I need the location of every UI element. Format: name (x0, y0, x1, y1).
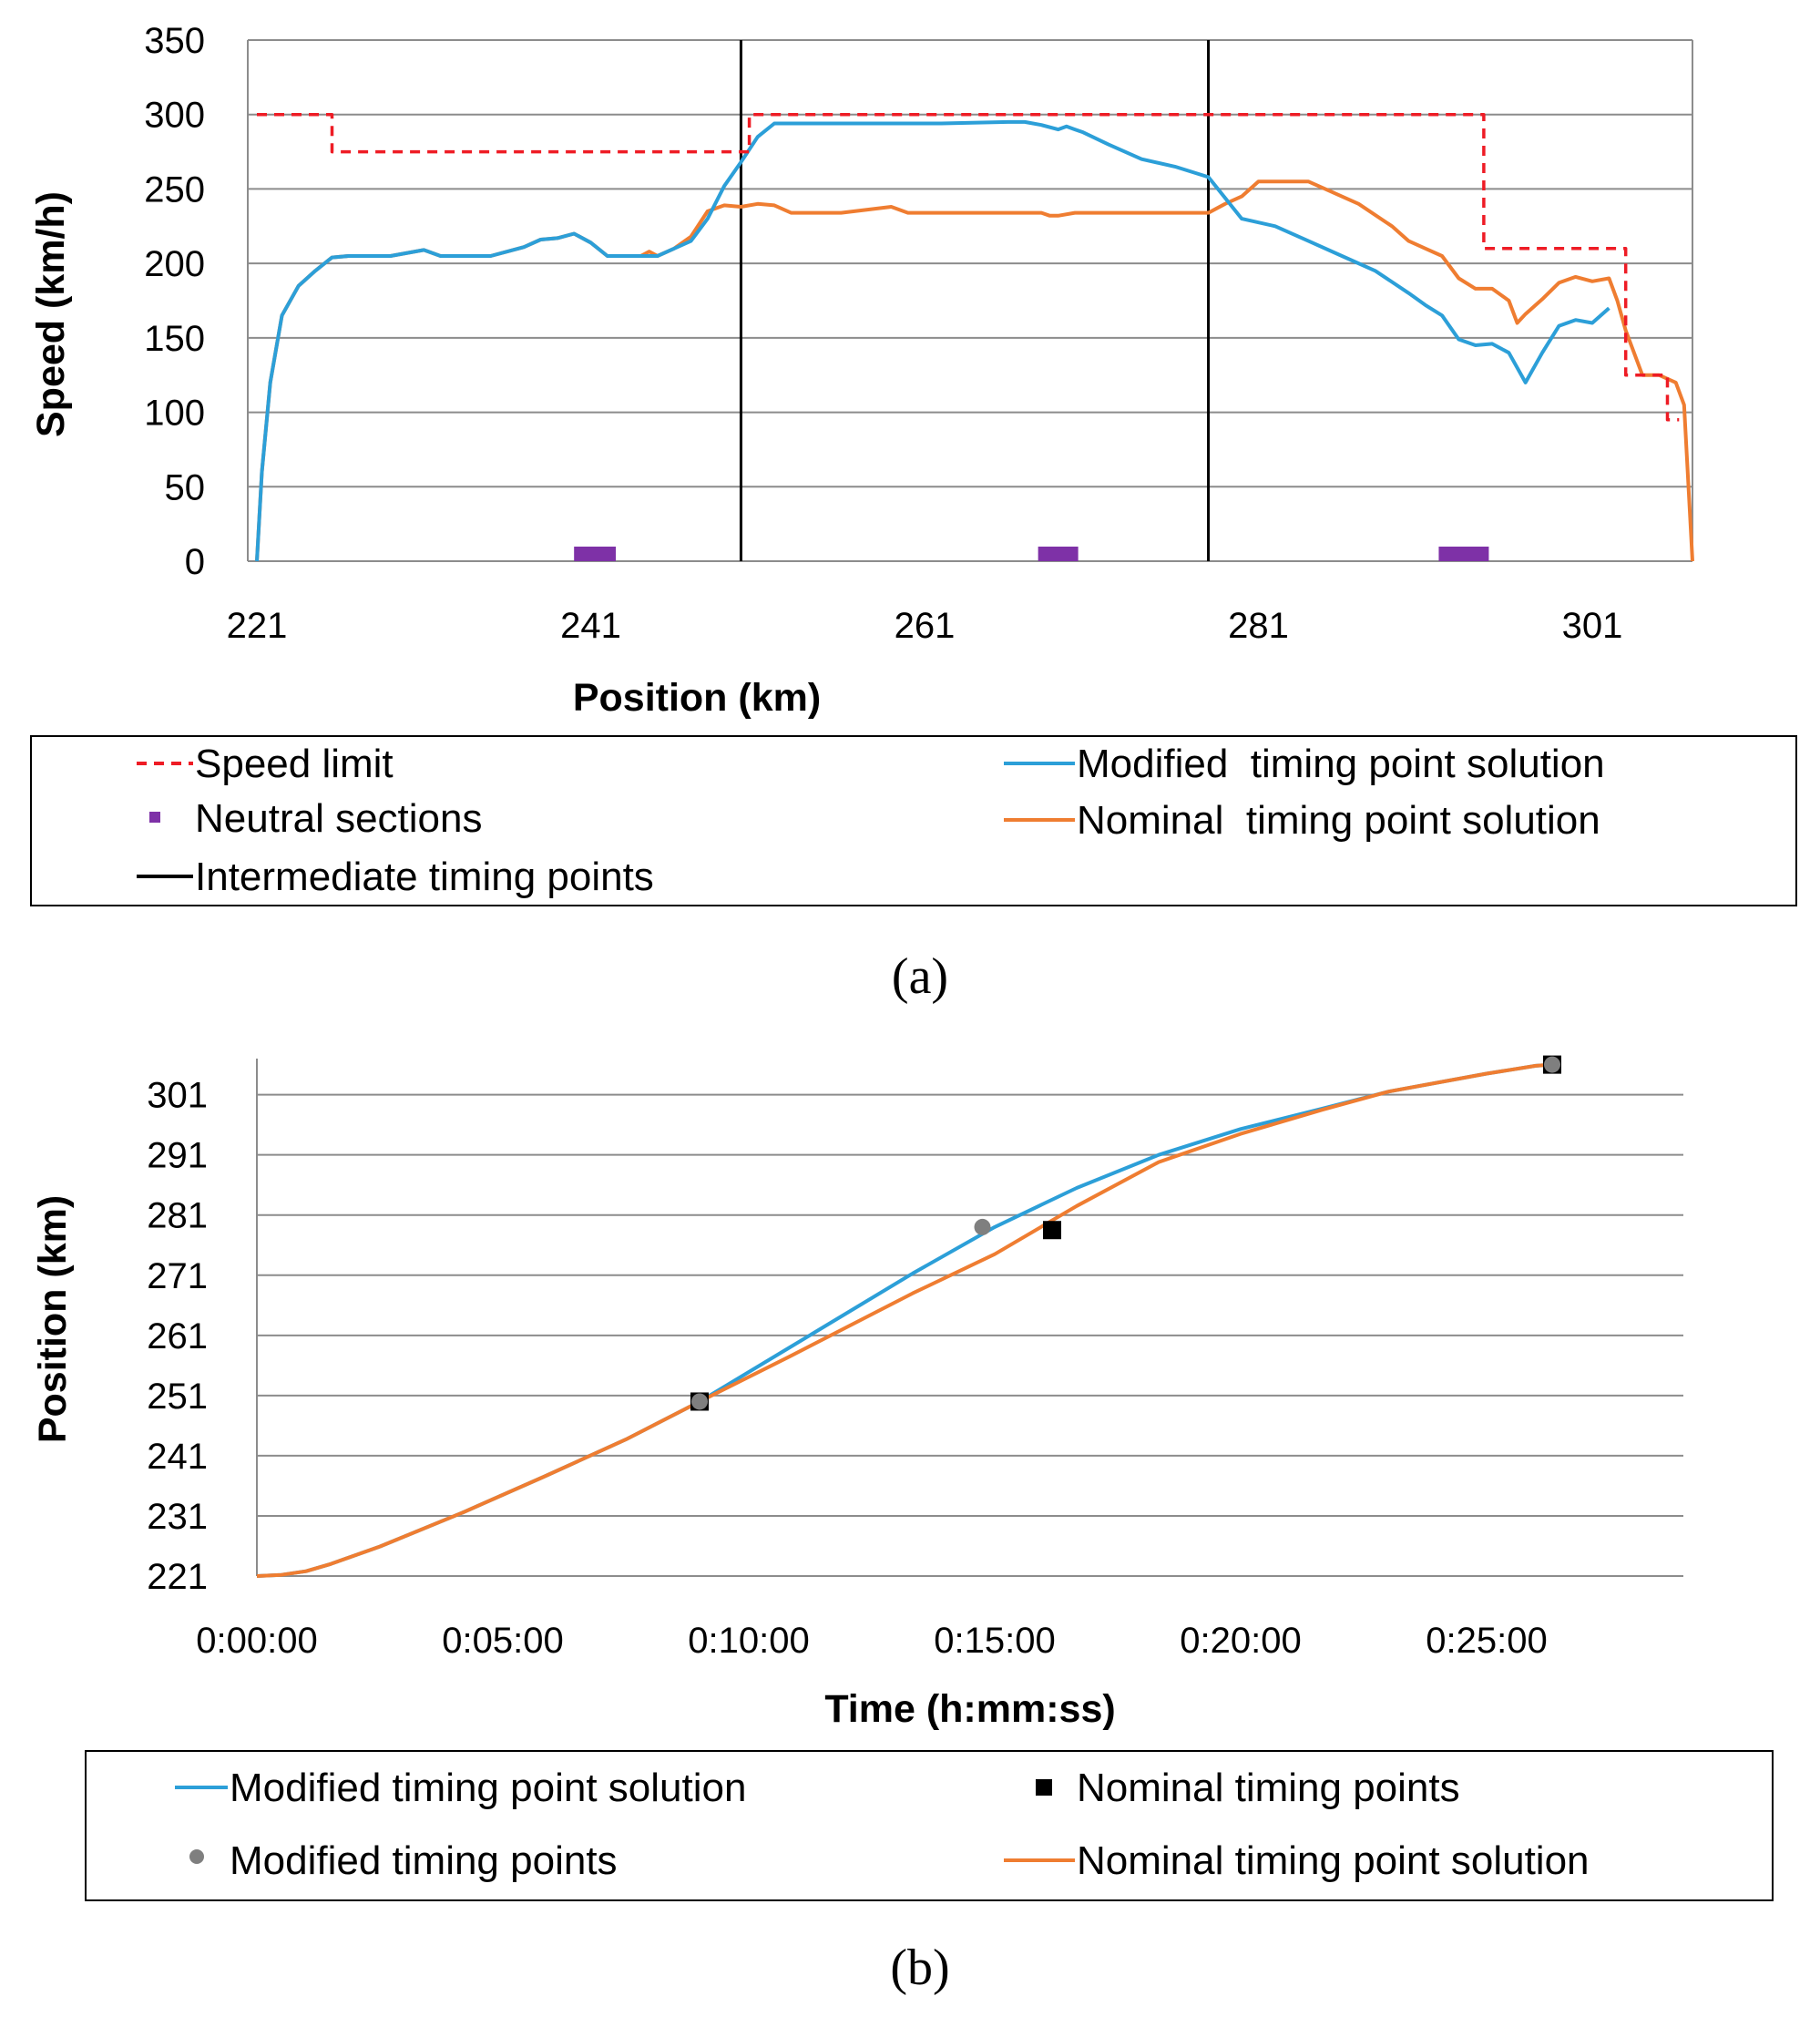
legend-b-nominal-solution-label: Nominal timing point solution (1077, 1838, 1590, 1883)
legend-neutral-sections-swatch (149, 812, 160, 823)
legend-b-modified-points-swatch (189, 1849, 204, 1864)
chart-a-y-tick-label: 0 (185, 542, 205, 582)
chart-b-x-tick-label: 0:05:00 (442, 1621, 563, 1661)
series-a-speed-limit (257, 112, 1680, 422)
modified-timing-point-marker (691, 1393, 708, 1410)
modified-timing-point-marker (974, 1218, 991, 1235)
chart-b-legend-box (85, 1750, 1774, 1901)
chart-a-y-tick-label: 200 (144, 244, 205, 284)
chart-a: 0 50 100 150 200 250 300 350 221 241 261 281 301 Po… (29, 21, 1797, 1005)
chart-a-gridlines (248, 39, 1692, 562)
chart-b: 221 231 241 251 261 271 281 291 301 0:00:00 0:05:… (31, 1055, 1774, 1996)
chart-b-y-tick-label: 261 (147, 1316, 208, 1356)
chart-b-y-tick-label: 281 (147, 1196, 208, 1236)
chart-a-y-tick-label: 350 (144, 21, 205, 61)
chart-a-x-axis-title: Position (km) (573, 676, 821, 720)
legend-b-modified-solution-label: Modified timing point solution (230, 1766, 746, 1810)
nominal-timing-point-marker (1043, 1221, 1061, 1240)
chart-a-y-tick-labels: 0 50 100 150 200 250 300 350 (144, 21, 205, 582)
chart-a-y-tick-label: 100 (144, 394, 205, 434)
series-a-modified-timing-point-solution (255, 119, 1610, 562)
chart-a-y-tick-label: 150 (144, 319, 205, 359)
chart-b-timing-point-markers (690, 1055, 1561, 1411)
chart-b-x-tick-label: 0:00:00 (196, 1621, 317, 1661)
modified-timing-point-marker (1544, 1056, 1560, 1073)
chart-a-x-tick-label: 261 (895, 606, 956, 646)
chart-a-x-tick-label: 221 (227, 606, 288, 646)
chart-b-x-tick-labels: 0:00:00 0:05:00 0:10:00 0:15:00 0:20:00 0:25:… (196, 1621, 1547, 1661)
neutral-section-bar (1038, 547, 1079, 561)
legend-b-modified-points-label: Modified timing points (230, 1838, 618, 1883)
series-b-modified-timing-point-solution (256, 1062, 1553, 1578)
neutral-section-bar (1438, 547, 1489, 561)
legend-b-nominal-points-swatch (1036, 1779, 1052, 1796)
chart-b-y-tick-label: 251 (147, 1377, 208, 1417)
chart-b-y-axis-title: Position (km) (31, 1195, 75, 1443)
legend-modified-solution-label: Modified timing point solution (1077, 742, 1605, 786)
chart-b-gridlines (257, 1093, 1683, 1577)
chart-a-x-tick-label: 301 (1562, 606, 1623, 646)
series-a-nominal-timing-point-solution (255, 179, 1694, 562)
chart-b-y-tick-label: 271 (147, 1256, 208, 1296)
chart-a-x-tick-label: 241 (560, 606, 621, 646)
neutral-section-bar (574, 547, 616, 561)
chart-b-series (256, 1062, 1553, 1578)
chart-a-y-tick-label: 50 (165, 467, 206, 507)
chart-a-neutral-sections (574, 547, 1489, 561)
chart-a-x-tick-label: 281 (1228, 606, 1289, 646)
series-b-nominal-timing-point-solution (256, 1062, 1553, 1578)
chart-a-y-axis-title: Speed (km/h) (29, 191, 73, 437)
chart-b-x-tick-label: 0:20:00 (1180, 1621, 1301, 1661)
chart-b-y-tick-labels: 221 231 241 251 261 271 281 291 301 (147, 1076, 208, 1597)
panel-b-label: (b) (890, 1940, 949, 1996)
chart-a-y-tick-label: 300 (144, 96, 205, 136)
chart-b-x-axis-title: Time (h:mm:ss) (824, 1687, 1115, 1731)
chart-b-y-tick-label: 231 (147, 1497, 208, 1537)
chart-b-y-tick-label: 301 (147, 1076, 208, 1116)
legend-speed-limit-label: Speed limit (195, 742, 394, 786)
chart-a-legend: Speed limit Neutral sections Intermediat… (30, 735, 1797, 906)
chart-b-y-tick-label: 241 (147, 1437, 208, 1477)
chart-b-x-tick-label: 0:15:00 (934, 1621, 1055, 1661)
legend-neutral-sections-label: Neutral sections (195, 796, 482, 841)
chart-a-x-tick-labels: 221 241 261 281 301 (227, 606, 1623, 646)
chart-b-x-tick-label: 0:25:00 (1426, 1621, 1547, 1661)
chart-a-intermediate-timing-points (739, 40, 1211, 561)
chart-a-y-tick-label: 250 (144, 169, 205, 210)
legend-b-nominal-points-label: Nominal timing points (1077, 1766, 1460, 1810)
legend-intermediate-timing-points-label: Intermediate timing points (195, 855, 654, 899)
chart-b-x-tick-label: 0:10:00 (688, 1621, 809, 1661)
panel-a-label: (a) (892, 948, 948, 1005)
chart-b-legend: Modified timing point solution Modified … (85, 1750, 1774, 1901)
legend-nominal-solution-label: Nominal timing point solution (1077, 798, 1600, 843)
chart-a-legend-box (30, 735, 1797, 906)
chart-a-series (255, 112, 1694, 562)
chart-b-y-tick-label: 221 (147, 1557, 208, 1597)
chart-b-y-tick-label: 291 (147, 1136, 208, 1176)
